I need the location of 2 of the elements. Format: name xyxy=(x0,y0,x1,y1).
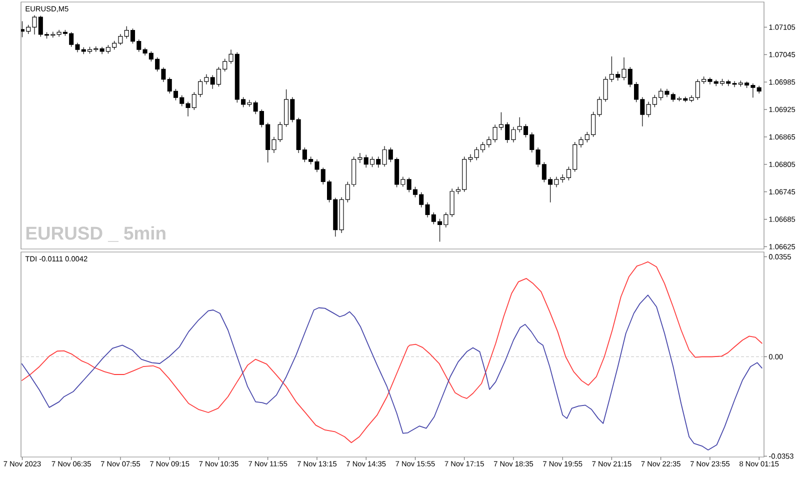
line-series xyxy=(21,261,763,444)
line-series xyxy=(21,294,763,450)
